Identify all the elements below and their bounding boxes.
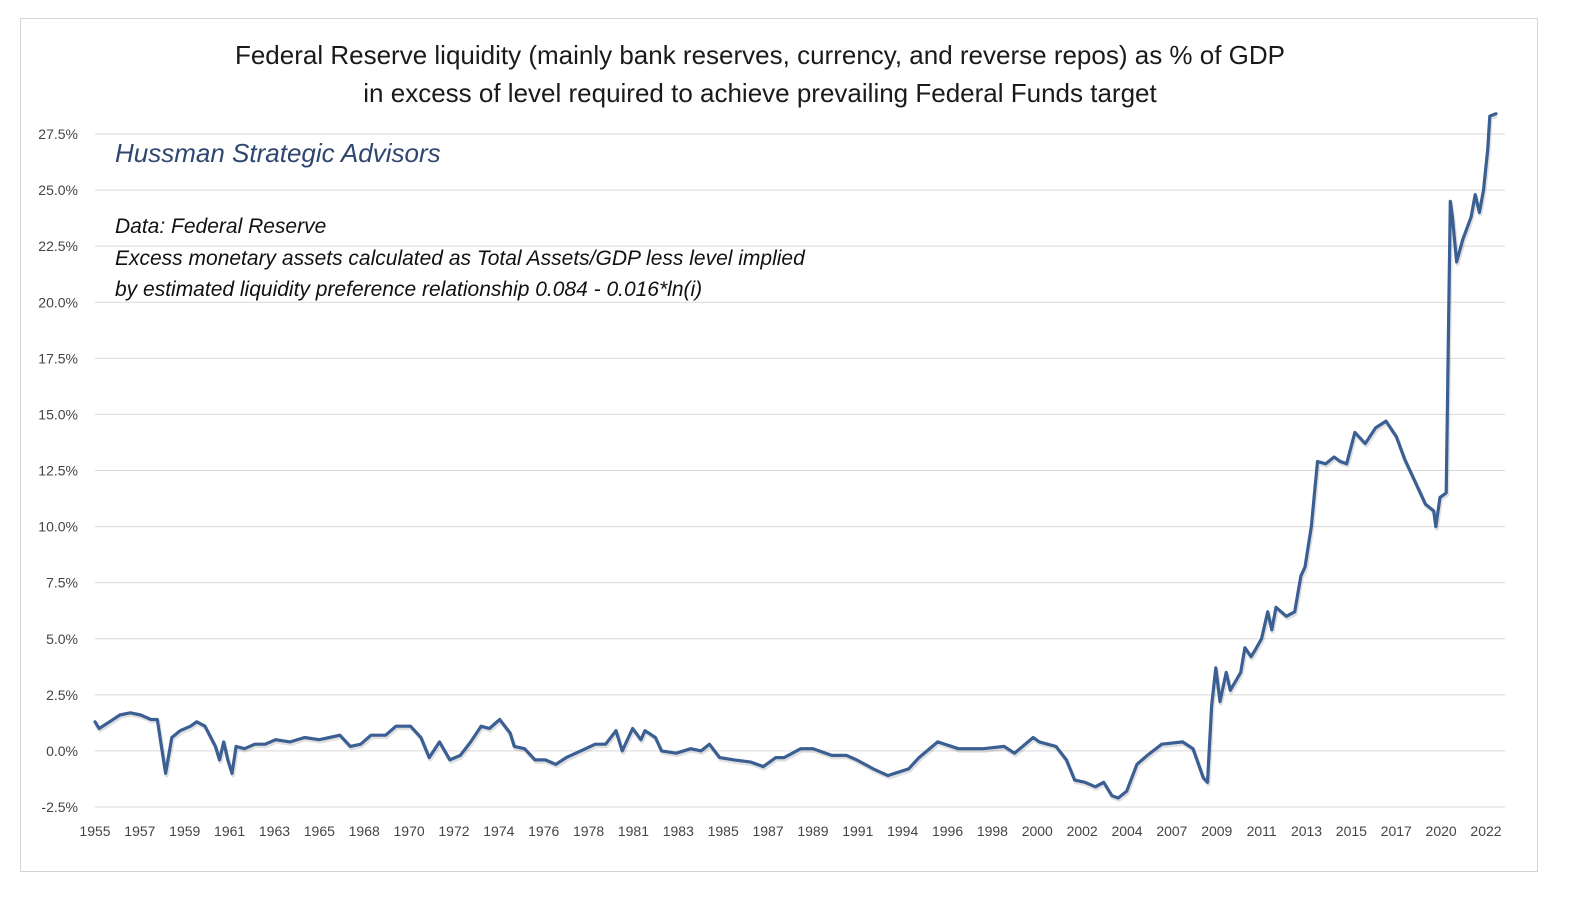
y-axis-labels: -2.5% 0.0% 2.5% 5.0% 7.5% 10.0% 12.5% 15.0% 17.5… [38,126,78,815]
y-tick-label: 20.0% [38,294,78,310]
x-tick-label: 2007 [1156,823,1187,839]
x-tick-label: 1965 [304,823,335,839]
x-tick-label: 1976 [528,823,559,839]
x-tick-label: 1998 [977,823,1008,839]
x-tick-label: 1972 [438,823,469,839]
x-tick-label: 1970 [394,823,425,839]
x-tick-label: 1974 [483,823,514,839]
y-tick-label: -2.5% [41,799,78,815]
x-tick-label: 2004 [1111,823,1142,839]
x-tick-label: 1987 [752,823,783,839]
x-tick-label: 1994 [887,823,918,839]
y-tick-label: 12.5% [38,463,78,479]
x-tick-label: 1991 [842,823,873,839]
y-tick-label: 2.5% [46,687,78,703]
x-tick-label: 1963 [259,823,290,839]
y-tick-label: 15.0% [38,406,78,422]
x-tick-label: 2002 [1067,823,1098,839]
x-tick-label: 1985 [708,823,739,839]
y-tick-label: 22.5% [38,238,78,254]
x-tick-label: 1961 [214,823,245,839]
x-axis-labels: 1955 1957 1959 1961 1963 1965 1968 1970 1972 1974… [79,823,1501,839]
x-tick-label: 2000 [1022,823,1053,839]
method-note-line2: by estimated liquidity preference relati… [115,278,703,301]
y-tick-label: 10.0% [38,519,78,535]
y-tick-label: 17.5% [38,350,78,366]
x-tick-label: 1959 [169,823,200,839]
x-tick-label: 2017 [1381,823,1412,839]
series-line [93,112,1498,800]
method-note-line1: Excess monetary assets calculated as Tot… [115,247,805,270]
x-tick-label: 1968 [349,823,380,839]
y-tick-label: 5.0% [46,631,78,647]
brand-annotation: Hussman Strategic Advisors [115,138,441,168]
chart-subtitle: in excess of level required to achieve p… [363,78,1157,108]
x-tick-label: 1996 [932,823,963,839]
x-tick-label: 2009 [1201,823,1232,839]
x-tick-label: 1981 [618,823,649,839]
chart-title: Federal Reserve liquidity (mainly bank r… [234,40,1286,70]
x-tick-label: 2015 [1336,823,1367,839]
x-tick-label: 2011 [1247,823,1277,839]
source-annotation: Data: Federal Reserve [115,215,327,238]
y-tick-label: 27.5% [38,126,78,142]
x-tick-label: 1983 [663,823,694,839]
gridlines [95,133,1505,808]
y-tick-label: 25.0% [38,182,78,198]
x-tick-label: 2022 [1470,823,1501,839]
x-tick-label: 1978 [573,823,604,839]
x-tick-label: 1957 [124,823,155,839]
x-tick-label: 2013 [1291,823,1322,839]
x-tick-label: 1989 [797,823,828,839]
y-tick-label: 0.0% [46,743,78,759]
series-line-group [93,112,1498,802]
x-tick-label: 1955 [79,823,110,839]
x-tick-label: 2020 [1426,823,1457,839]
y-tick-label: 7.5% [46,575,78,591]
chart-frame [20,18,1538,872]
